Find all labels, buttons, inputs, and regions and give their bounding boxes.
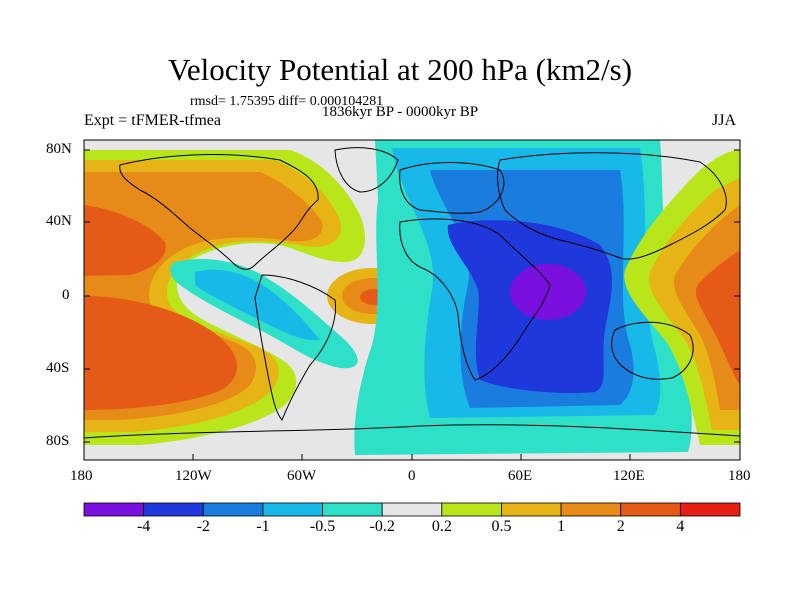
y-tick-label-40s: 40S: [46, 360, 70, 376]
y-tick-label-40n: 40N: [46, 213, 72, 229]
colorbar-swatch: [501, 502, 562, 517]
coastlines: [84, 147, 740, 439]
x-tick-label-180-east: 180: [728, 468, 751, 484]
x-ticks: [83, 454, 741, 460]
colorbar-label: -0.2: [369, 518, 395, 535]
colorbar-label: 0.2: [431, 518, 452, 535]
positive-region-west-4: [84, 205, 166, 276]
greenland-outline: [334, 147, 399, 193]
x-tick-label-60e: 60E: [508, 468, 533, 484]
colorbar-swatch: [679, 502, 741, 517]
y-tick-label-80n: 80N: [46, 141, 72, 157]
colorbar-swatch: [381, 502, 443, 517]
colorbar-swatch: [620, 502, 681, 517]
colorbar-swatch: [202, 502, 264, 517]
x-tick-label-180-west: 180: [70, 468, 93, 484]
colorbar-swatch: [262, 502, 323, 517]
season-label: JJA: [712, 112, 737, 129]
colorbar-label: -4: [136, 518, 151, 535]
australia-outline: [611, 321, 694, 380]
colorbar-label: 2: [616, 518, 625, 535]
x-tick-label-60w: 60W: [287, 468, 317, 484]
colorbar-swatch: [143, 502, 204, 517]
colorbar-label: 0.5: [491, 518, 512, 535]
stats-text: rmsd= 1.75395 diff= 0.000104281: [190, 94, 384, 109]
colorbar-label: -1: [256, 518, 270, 535]
north-america-outline: [119, 154, 319, 270]
asia-outline: [497, 152, 727, 260]
colorbar-label: -0.5: [309, 518, 336, 535]
x-tick-label-0: 0: [408, 468, 416, 484]
africa-outline: [399, 218, 551, 381]
positive-region-west-5: [84, 296, 237, 410]
x-tick-label-120e: 120E: [613, 468, 645, 484]
europe-outline: [399, 162, 505, 214]
period-text: 1836kyr BP - 0000kyr BP: [322, 104, 479, 120]
x-tick-label-120w: 120W: [175, 468, 212, 484]
contour-field: [84, 140, 740, 460]
colorbar-swatch: [83, 502, 145, 517]
colorbar-swatch: [322, 502, 383, 517]
south-america-outline: [254, 274, 337, 421]
colorbar-swatch: [560, 502, 622, 517]
colorbar: [83, 502, 741, 517]
antarctica-outline: [84, 424, 740, 439]
colorbar-label: 1: [557, 518, 566, 535]
colorbar-swatch: [441, 502, 502, 517]
colorbar-label: -2: [196, 518, 210, 535]
y-ticks: [84, 149, 740, 443]
map-title: Velocity Potential at 200 hPa (km2/s): [167, 52, 633, 87]
y-tick-label-0: 0: [62, 287, 70, 303]
experiment-label: Expt = tFMER-tfmea: [84, 112, 222, 129]
colorbar-label: 4: [676, 518, 685, 535]
y-tick-label-80s: 80S: [46, 433, 70, 449]
